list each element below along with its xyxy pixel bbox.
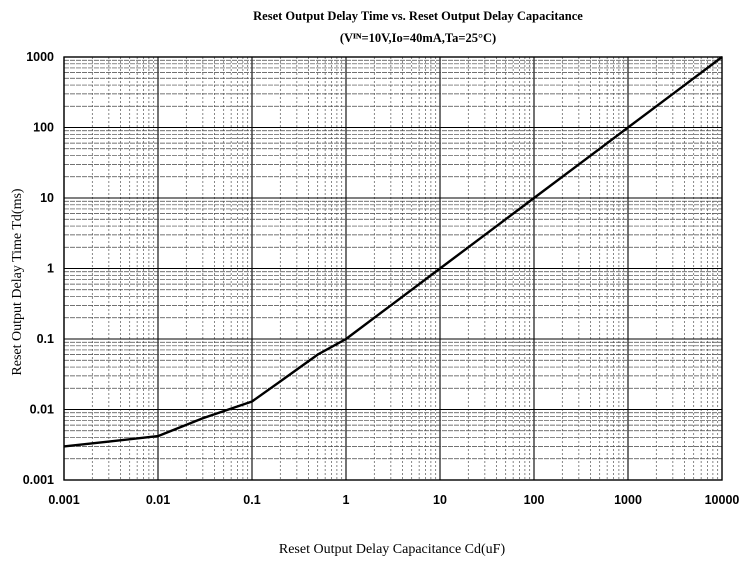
x-tick-label: 0.1 bbox=[243, 493, 260, 507]
plot-frame bbox=[63, 56, 723, 481]
y-tick-label: 0.1 bbox=[37, 332, 54, 346]
y-tick-label: 1 bbox=[47, 262, 54, 276]
x-tick-label: 10000 bbox=[705, 493, 740, 507]
y-tick-label: 0.001 bbox=[23, 473, 54, 487]
chart-subtitle: (Vᴵᴺ=10V,Io=40mA,Ta=25°C) bbox=[340, 31, 496, 45]
chart-title: Reset Output Delay Time vs. Reset Output… bbox=[253, 9, 583, 23]
x-tick-label: 100 bbox=[524, 493, 545, 507]
y-tick-label: 100 bbox=[33, 121, 54, 135]
y-tick-label: 10 bbox=[40, 191, 54, 205]
x-tick-labels: 0.001 0.01 0.1 1 10 100 1000 10000 bbox=[48, 493, 739, 507]
x-tick-label: 0.001 bbox=[48, 493, 79, 507]
series-line bbox=[63, 56, 723, 448]
y-tick-label: 1000 bbox=[26, 50, 54, 64]
y-axis-label: Reset Output Delay Time Td(ms) bbox=[10, 188, 25, 376]
x-axis-label: Reset Output Delay Capacitance Cd(uF) bbox=[279, 542, 506, 557]
x-tick-label: 1000 bbox=[614, 493, 642, 507]
x-tick-label: 10 bbox=[433, 493, 447, 507]
x-tick-label: 0.01 bbox=[146, 493, 170, 507]
y-tick-label: 0.01 bbox=[30, 403, 54, 417]
grid bbox=[63, 57, 722, 481]
y-tick-labels: 0.001 0.01 0.1 1 10 100 1000 bbox=[23, 50, 54, 487]
x-tick-label: 1 bbox=[343, 493, 350, 507]
